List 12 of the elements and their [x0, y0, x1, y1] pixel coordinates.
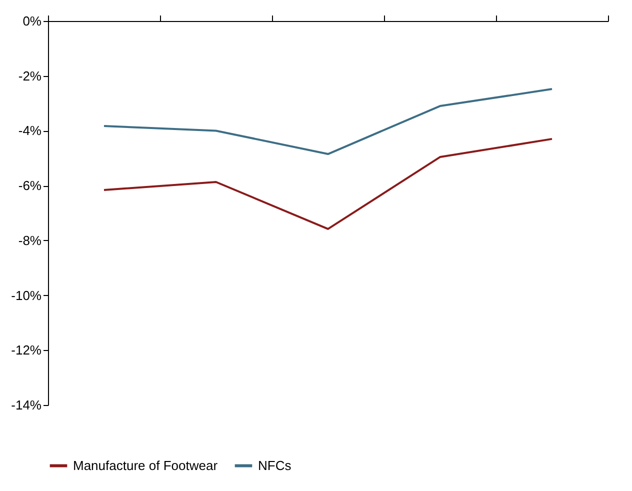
legend-label: NFCs: [258, 458, 292, 473]
y-tick-label: -12%: [11, 342, 42, 358]
y-tick-label: -8%: [18, 232, 42, 248]
y-tick-label: -6%: [18, 178, 42, 194]
y-tick-label: 0%: [22, 14, 42, 28]
y-tick-label: -2%: [18, 68, 42, 84]
y-tick-label: -14%: [11, 398, 42, 412]
y-tick-label: -4%: [18, 123, 42, 138]
line-series: [103, 88, 553, 156]
line-series: [103, 138, 553, 230]
legend-label: Manufacture of Footwear: [73, 458, 218, 473]
y-tick-label: -10%: [11, 288, 42, 303]
